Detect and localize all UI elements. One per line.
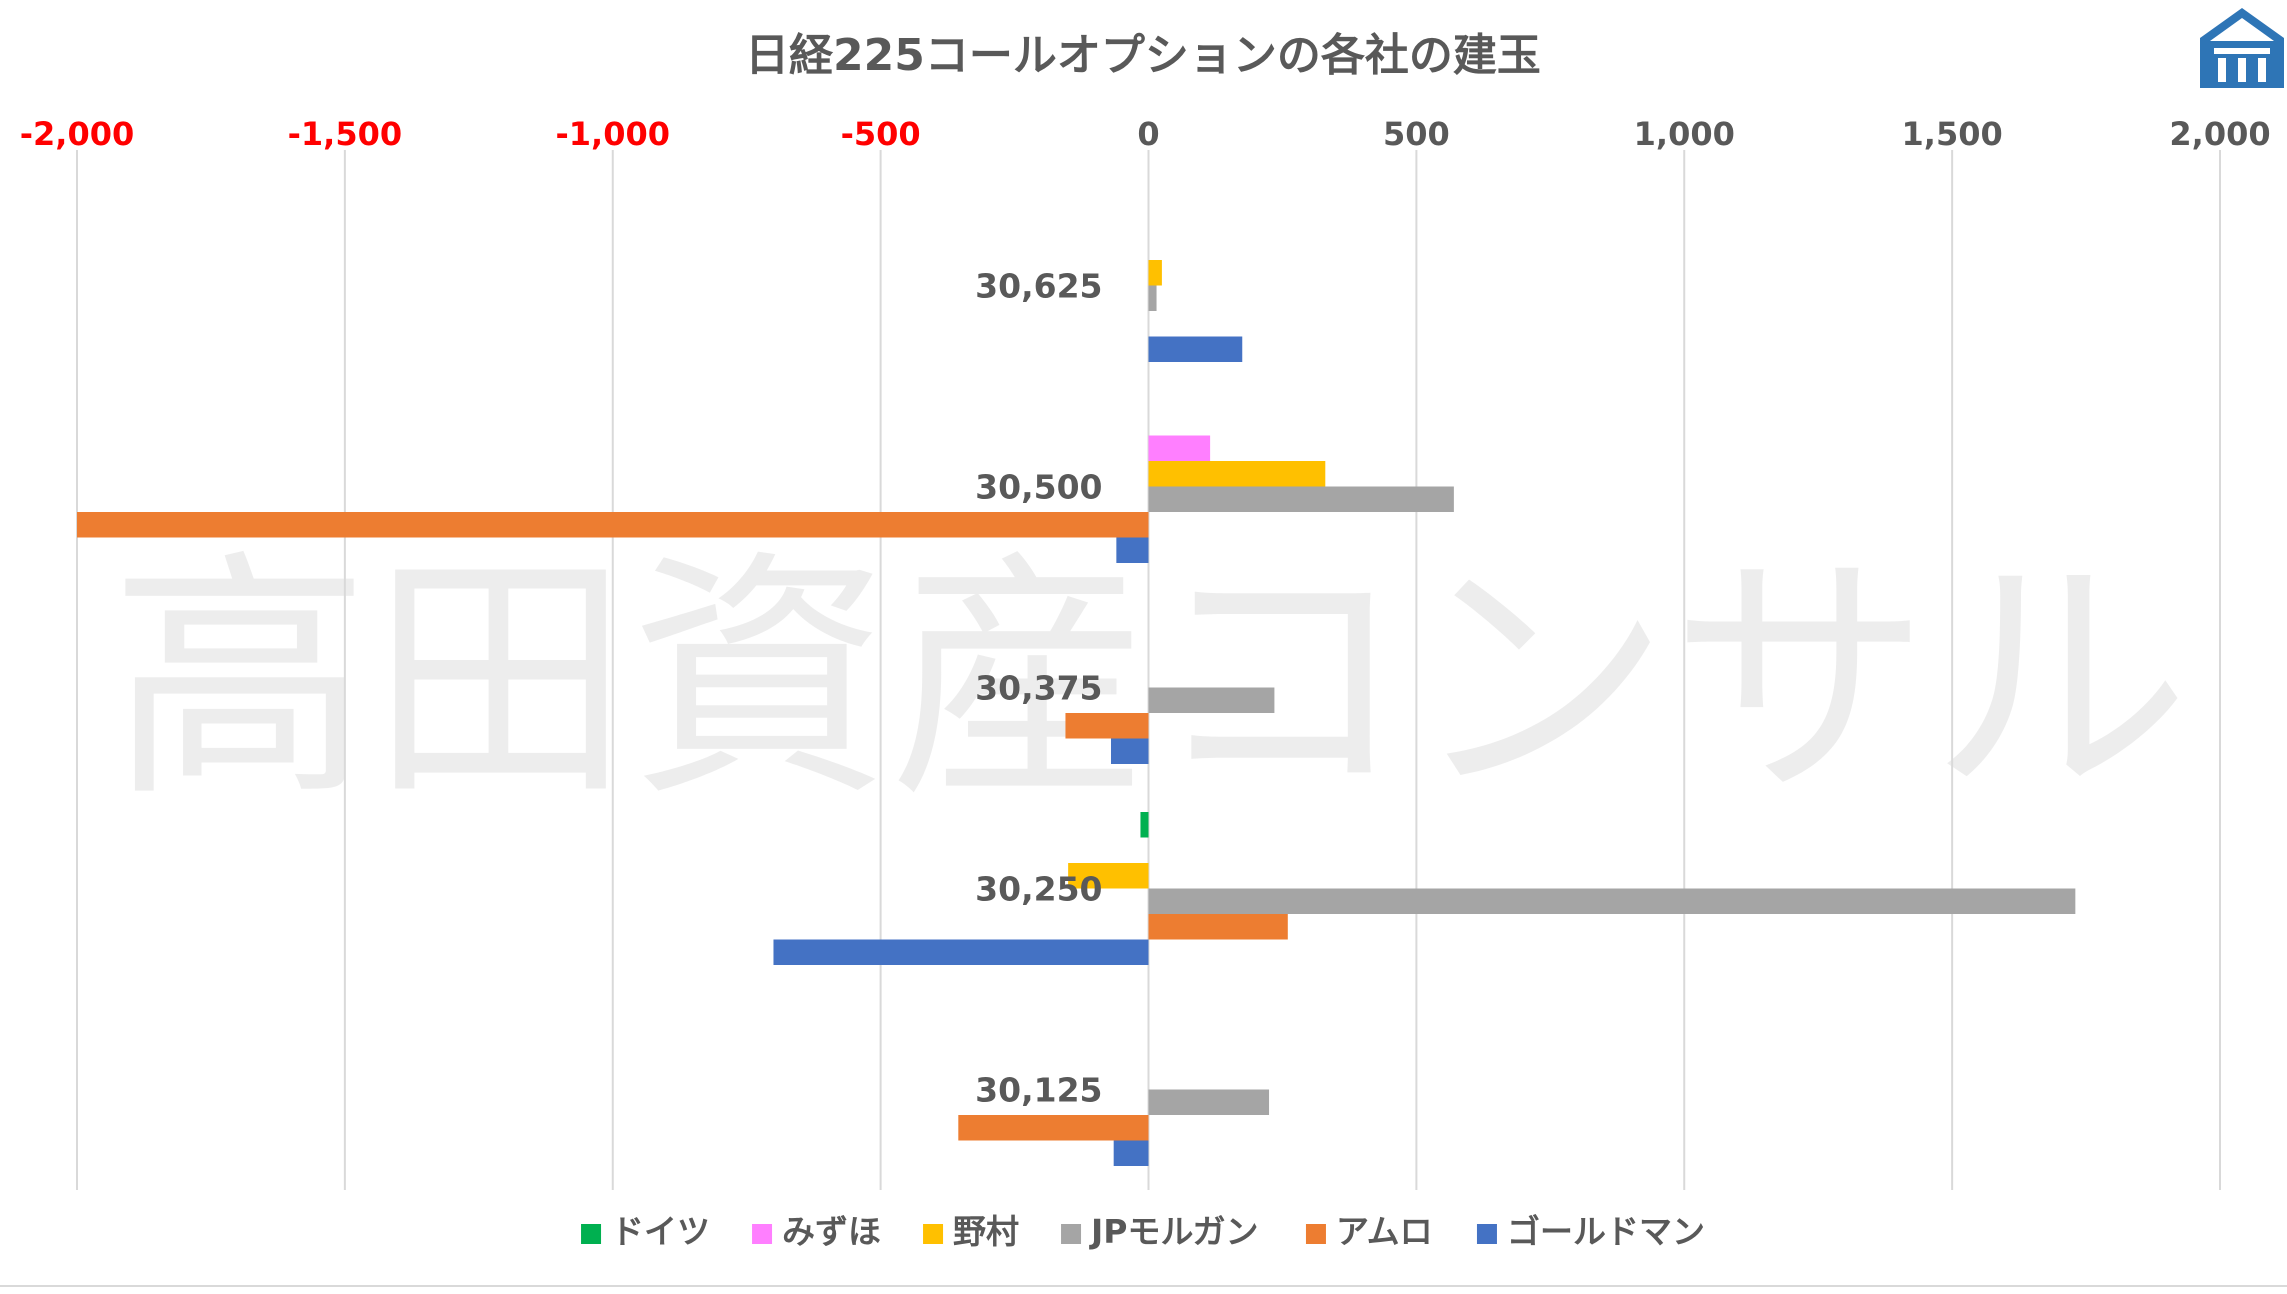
x-tick-label-1: -1,500 xyxy=(288,115,403,153)
category-label-3: 30,250 xyxy=(975,870,1102,909)
bar-4-5 xyxy=(1113,1140,1149,1166)
legend: ドイツ みずほ 野村 JPモルガン アムロ ゴールドマン xyxy=(581,1212,1705,1251)
x-tick-label-3: -500 xyxy=(841,115,921,153)
chart-title: 日経225コールオプションの各社の建玉 xyxy=(745,30,1541,81)
x-tick-label-2: -1,000 xyxy=(556,115,671,153)
bar-0-2 xyxy=(1148,260,1162,286)
watermark: 高田資産コンサル xyxy=(110,530,2190,832)
legend-swatch-0 xyxy=(581,1224,602,1244)
bars xyxy=(77,260,2076,1166)
legend-label-0: ドイツ xyxy=(611,1212,710,1251)
legend-swatch-3 xyxy=(1061,1224,1082,1244)
legend-label-2: 野村 xyxy=(953,1212,1019,1251)
bar-0-5 xyxy=(1148,336,1243,362)
bar-2-3 xyxy=(1148,687,1275,713)
house-logo-icon xyxy=(2200,8,2284,88)
bar-1-1 xyxy=(1148,435,1211,461)
bar-1-5 xyxy=(1116,537,1149,563)
bar-3-3 xyxy=(1148,888,2076,914)
legend-swatch-1 xyxy=(752,1224,773,1244)
category-labels: 30,625 30,500 30,375 30,250 30,125 xyxy=(975,267,1102,1110)
x-tick-label-4: 0 xyxy=(1137,115,1159,153)
bar-1-3 xyxy=(1148,486,1454,512)
legend-swatch-4 xyxy=(1305,1224,1326,1244)
bar-3-5 xyxy=(773,939,1149,965)
bar-1-2 xyxy=(1148,461,1326,487)
bar-2-4 xyxy=(1065,713,1149,739)
x-tick-label-7: 1,500 xyxy=(1902,115,2003,153)
x-tick-label-0: -2,000 xyxy=(20,115,135,153)
category-label-2: 30,375 xyxy=(975,669,1102,708)
category-label-4: 30,125 xyxy=(975,1071,1102,1110)
legend-label-4: アムロ xyxy=(1336,1212,1433,1251)
gridlines xyxy=(76,150,2221,1190)
x-tick-label-6: 1,000 xyxy=(1634,115,1735,153)
x-tick-label-8: 2,000 xyxy=(2169,115,2270,153)
bar-4-3 xyxy=(1148,1089,1270,1115)
x-axis-ticks: -2,000 -1,500 -1,000 -500 0 500 1,000 1,500 2,00… xyxy=(20,115,2271,153)
bar-3-4 xyxy=(1148,914,1288,940)
category-label-1: 30,500 xyxy=(975,468,1102,507)
bar-4-4 xyxy=(958,1115,1149,1141)
legend-label-5: ゴールドマン xyxy=(1507,1212,1705,1251)
legend-label-1: みずほ xyxy=(782,1212,881,1251)
bar-3-0 xyxy=(1140,812,1149,838)
legend-swatch-5 xyxy=(1476,1224,1497,1244)
legend-label-3: JPモルガン xyxy=(1089,1212,1258,1251)
x-tick-label-5: 500 xyxy=(1383,115,1450,153)
bar-1-4 xyxy=(77,512,1149,538)
bar-0-3 xyxy=(1148,285,1157,311)
bar-2-5 xyxy=(1110,738,1149,764)
bar-3-2 xyxy=(1068,863,1149,889)
legend-swatch-2 xyxy=(923,1224,944,1244)
category-label-0: 30,625 xyxy=(975,267,1102,306)
